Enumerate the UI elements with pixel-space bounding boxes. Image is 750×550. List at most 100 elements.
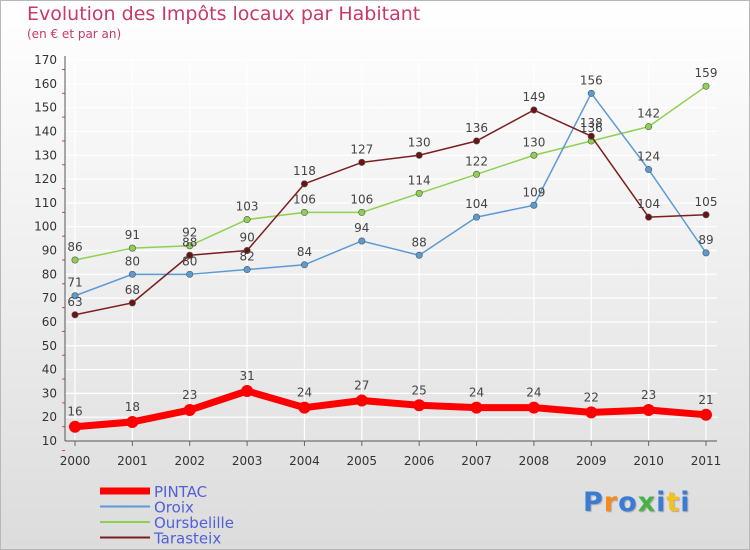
data-point-oroix	[415, 251, 423, 259]
data-label-oroix: 84	[297, 245, 312, 259]
data-label-oursbelille: 136	[580, 121, 603, 135]
y-tick-label: 130	[34, 148, 57, 162]
x-tick-label: 2005	[347, 454, 378, 468]
data-point-pintac	[470, 401, 483, 414]
data-point-oursbelille	[128, 244, 136, 252]
data-label-pintac: 24	[526, 386, 541, 400]
data-label-tarasteix: 63	[67, 295, 82, 309]
data-label-oursbelille: 86	[67, 240, 82, 254]
data-point-tarasteix	[300, 180, 308, 188]
data-point-pintac	[355, 394, 368, 407]
data-label-oursbelille: 106	[350, 192, 373, 206]
legend-label-oursbelille: Oursbelille	[154, 514, 234, 532]
y-tick-label: 140	[34, 124, 57, 138]
data-point-pintac	[183, 404, 196, 417]
y-tick-label: 170	[34, 53, 57, 67]
legend-label-tarasteix: Tarasteix	[153, 530, 221, 548]
data-point-oroix	[186, 270, 194, 278]
data-point-tarasteix	[645, 213, 653, 221]
y-tick-label: 80	[42, 267, 57, 281]
data-label-tarasteix: 118	[293, 164, 316, 178]
data-point-oursbelille	[530, 151, 538, 159]
axes: 10 20 30 40 50 60 70 80 90 100 110 120 130 140 150 160 1…	[34, 53, 721, 468]
grid	[65, 59, 717, 441]
x-tick-label: 2011	[691, 454, 722, 468]
data-label-pintac: 27	[354, 379, 369, 393]
data-label-oursbelille: 103	[236, 200, 259, 214]
data-label-tarasteix: 68	[125, 283, 140, 297]
data-point-oroix	[358, 237, 366, 245]
chart-subtitle: (en € et par an)	[27, 27, 122, 41]
data-point-oroix	[530, 201, 538, 209]
x-tick-label: 2003	[232, 454, 263, 468]
data-point-tarasteix	[473, 137, 481, 145]
data-point-tarasteix	[587, 132, 595, 140]
data-point-oroix	[300, 261, 308, 269]
y-tick-label: 100	[34, 220, 57, 234]
data-point-tarasteix	[128, 299, 136, 307]
data-label-oursbelille: 106	[293, 192, 316, 206]
data-point-pintac	[642, 404, 655, 417]
data-label-tarasteix: 90	[239, 231, 254, 245]
x-tick-label: 2000	[60, 454, 91, 468]
data-label-pintac: 31	[239, 369, 254, 383]
data-label-tarasteix: 138	[580, 116, 603, 130]
x-tick-label: 2001	[117, 454, 148, 468]
data-label-oroix: 156	[580, 73, 603, 87]
data-point-pintac	[241, 384, 254, 397]
x-tick-label: 2007	[461, 454, 492, 468]
data-label-oursbelille: 159	[695, 66, 718, 80]
y-tick-label: 30	[42, 386, 57, 400]
data-label-pintac: 18	[125, 400, 140, 414]
data-label-oroix: 80	[125, 254, 140, 268]
data-label-oroix: 124	[637, 150, 660, 164]
data-label-pintac: 16	[67, 405, 82, 419]
data-label-oroix: 88	[412, 235, 427, 249]
data-label-oroix: 82	[239, 250, 254, 264]
data-point-oursbelille	[243, 216, 251, 224]
data-label-pintac: 24	[297, 386, 312, 400]
data-point-pintac	[69, 420, 81, 433]
data-label-oroix: 109	[522, 185, 545, 199]
data-label-oursbelille: 91	[125, 228, 140, 242]
data-label-tarasteix: 88	[182, 235, 197, 249]
y-tick-label: 70	[42, 291, 57, 305]
series-line-pintac	[71, 387, 710, 431]
data-label-oroix: 80	[182, 254, 197, 268]
data-label-oroix: 89	[698, 233, 713, 247]
data-point-tarasteix	[702, 211, 710, 219]
data-point-oroix	[128, 270, 136, 278]
x-tick-label: 2009	[576, 454, 607, 468]
data-label-oroix: 104	[465, 197, 488, 211]
data-point-oroix	[645, 166, 653, 174]
data-point-oursbelille	[186, 242, 194, 250]
x-tick-label: 2008	[519, 454, 550, 468]
data-point-oursbelille	[702, 82, 710, 90]
data-point-oursbelille	[358, 208, 366, 216]
y-tick-label: 50	[42, 339, 57, 353]
data-label-tarasteix: 136	[465, 121, 488, 135]
data-point-oroix	[71, 292, 79, 300]
data-label-tarasteix: 127	[350, 142, 373, 156]
y-tick-label: 60	[42, 315, 57, 329]
proxiti-logo: Proxiti	[583, 487, 691, 518]
x-tick-label: 2010	[633, 454, 664, 468]
data-point-oursbelille	[71, 256, 79, 264]
data-label-pintac: 25	[412, 383, 427, 397]
y-tick-label: 20	[42, 410, 57, 424]
data-label-pintac: 24	[469, 386, 484, 400]
data-point-tarasteix	[186, 251, 194, 259]
y-tick-label: 90	[42, 244, 57, 258]
x-tick-label: 2006	[404, 454, 435, 468]
data-label-oursbelille: 130	[522, 135, 545, 149]
data-label-pintac: 22	[584, 390, 599, 404]
y-tick-label: 160	[34, 77, 57, 91]
data-label-oursbelille: 142	[637, 107, 660, 121]
data-label-pintac: 21	[698, 393, 713, 407]
y-tick-label: 150	[34, 101, 57, 115]
data-point-tarasteix	[358, 158, 366, 166]
data-label-tarasteix: 104	[637, 197, 660, 211]
legend-label-pintac: PINTAC	[154, 483, 207, 501]
data-label-tarasteix: 105	[695, 195, 718, 209]
